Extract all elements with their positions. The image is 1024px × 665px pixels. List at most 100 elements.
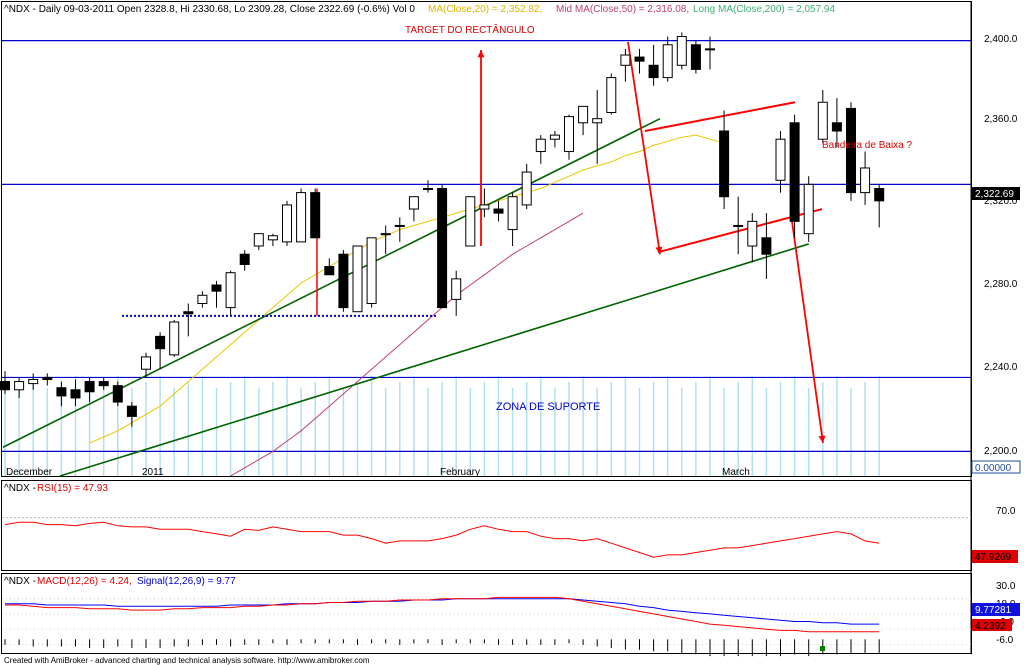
- date-label-march: March: [722, 467, 750, 478]
- macd-line: [5, 596, 880, 633]
- trendline-base: [59, 243, 809, 477]
- candle-up: [408, 196, 419, 210]
- candle-up: [28, 378, 39, 385]
- candle-up: [676, 36, 687, 66]
- header-ma200: Long MA(Close,200) = 2,057.94: [693, 4, 835, 15]
- candle-up: [817, 101, 828, 140]
- candle-up: [578, 105, 589, 124]
- candle-up: [282, 204, 292, 243]
- last-price-label: 2,322.69: [975, 189, 1014, 200]
- candle-up: [169, 321, 180, 356]
- candle-down: [310, 192, 321, 239]
- macd-last-label: 4.2392: [975, 621, 1006, 632]
- candle-up: [606, 77, 617, 114]
- candle-up: [465, 196, 476, 247]
- candle-down: [690, 44, 701, 70]
- candle-down: [56, 387, 67, 397]
- candle-up: [394, 224, 405, 227]
- candle-up: [507, 196, 518, 231]
- rsi-panel-frame: [1, 480, 972, 571]
- candle-down: [126, 405, 137, 417]
- candle-up: [451, 278, 462, 300]
- candle-down: [634, 56, 645, 62]
- candle-down: [98, 381, 109, 387]
- candle-down: [0, 381, 10, 391]
- signal-title: Signal(12,26,9) = 9.77: [137, 576, 236, 587]
- candle-down: [338, 253, 349, 309]
- rsi-line: [4, 521, 880, 558]
- breakdown-arrow: [627, 41, 661, 255]
- last-price-badge: [972, 187, 1020, 200]
- candle-up: [535, 138, 546, 153]
- breakdown-arrow-head: [655, 246, 663, 255]
- candle-down: [183, 311, 194, 315]
- header-ma50: Mid MA(Close,50) = 2,316.08,: [556, 4, 689, 15]
- price-tick-label: 2,400.0: [984, 34, 1018, 45]
- signal-last-badge: [972, 603, 1020, 616]
- ma20-line: [89, 134, 725, 444]
- candle-up: [592, 118, 603, 124]
- price-tick-label: 2,360.0: [984, 114, 1018, 125]
- candle-down: [112, 385, 123, 403]
- candle-up: [803, 183, 814, 235]
- price-tick-label: 2,280.0: [984, 279, 1018, 290]
- candle-up: [352, 245, 363, 313]
- date-label-2011: 2011: [142, 467, 164, 478]
- candle-up: [549, 134, 560, 140]
- trendline-steep: [2, 117, 661, 448]
- header-prefix: ^NDX - Daily 09-03-2011 Open 2328.8, Hi …: [4, 4, 415, 15]
- candle-down: [789, 122, 800, 222]
- price-plot: [0, 32, 971, 477]
- signal-last-label: 9.77281: [975, 605, 1012, 616]
- candle-down: [648, 64, 659, 79]
- candle-up: [14, 381, 25, 391]
- macd-plot: [2, 596, 971, 657]
- candle-down: [70, 389, 81, 399]
- projection-arrow: [791, 221, 824, 444]
- candle-down: [493, 208, 504, 214]
- candle-down: [846, 107, 856, 194]
- macd-last-badge: [972, 619, 1012, 631]
- header-ma20: MA(Close,20) = 2,352.82,: [428, 4, 542, 15]
- candle-up: [423, 188, 433, 190]
- candle-down: [831, 122, 842, 132]
- ma50-line: [230, 212, 584, 477]
- candle-up: [141, 356, 151, 370]
- volume-label: 0.00000: [975, 463, 1012, 474]
- projection-arrow-head: [818, 435, 826, 443]
- candle-down: [324, 266, 335, 276]
- rsi-last-label: 47.9269: [975, 552, 1012, 563]
- signal-line: [5, 598, 880, 625]
- candle-down: [239, 253, 250, 265]
- date-label-december: December: [6, 467, 53, 478]
- candle-up: [380, 233, 391, 236]
- candle-down: [761, 237, 772, 255]
- candle-down: [211, 284, 222, 292]
- target-arrow-head: [477, 50, 485, 58]
- candle-up: [366, 237, 377, 305]
- candle-up: [479, 204, 490, 210]
- footer-credit: Created with AmiBroker - advanced charti…: [4, 656, 370, 665]
- price-tick-label: 2,320.0: [984, 196, 1018, 207]
- date-label-february: February: [440, 467, 480, 478]
- candle-up: [296, 192, 307, 243]
- macd-tick-label: -6.0: [996, 635, 1014, 646]
- candle-up: [775, 138, 786, 181]
- candle-down: [719, 130, 730, 198]
- flag-upper-line: [644, 101, 796, 132]
- candle-down: [84, 381, 95, 393]
- macd-prefix: ^NDX -: [4, 576, 36, 587]
- candle-down: [874, 188, 885, 202]
- candle-up: [267, 235, 278, 241]
- date-axis: December 2011 February March: [6, 467, 750, 478]
- rsi-last-badge: [972, 550, 1018, 563]
- macd-title: MACD(12,26) = 4.24,: [37, 576, 132, 587]
- macd-marker: [820, 646, 825, 651]
- candle-up: [253, 233, 264, 247]
- candle-up: [225, 272, 236, 309]
- rsi-plot: [2, 517, 971, 558]
- macd-tick-label: 30.0: [996, 581, 1016, 592]
- candle-up: [662, 44, 673, 79]
- price-tick-label: 2,240.0: [984, 362, 1018, 373]
